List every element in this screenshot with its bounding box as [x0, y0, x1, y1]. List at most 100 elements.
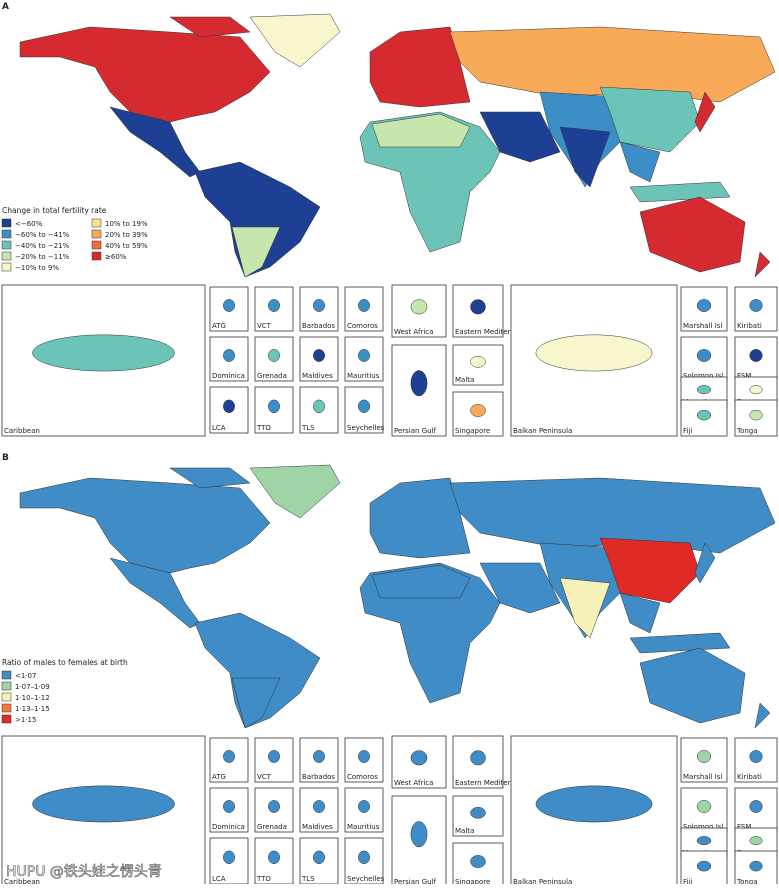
inset: West Africa: [391, 284, 447, 338]
inset-label: TLS: [301, 875, 315, 883]
inset-box: [344, 336, 384, 382]
inset-label: TTO: [256, 875, 271, 883]
legend-swatch: [1, 703, 12, 713]
inset: ATG: [209, 737, 249, 783]
japan: [694, 91, 716, 133]
inset-label: Maldives: [302, 823, 333, 831]
panel-label: B: [2, 453, 9, 463]
inset-land: [696, 800, 712, 813]
inset: Seychelles: [344, 386, 385, 434]
inset-land: [358, 750, 370, 763]
inset: Caribbean: [1, 735, 206, 888]
inset-land: [223, 850, 235, 865]
inset: Solomon Isl: [680, 787, 728, 833]
inset-label: Balkan Peninsula: [513, 427, 572, 435]
inset-land: [410, 299, 428, 315]
europe: [369, 477, 471, 559]
inset-land: [749, 750, 763, 763]
inset: Caribbean: [1, 284, 206, 437]
inset-label: Seychelles: [347, 424, 385, 432]
inset: VCT: [254, 737, 294, 783]
inset: ATG: [209, 286, 249, 332]
inset-label: Tonga: [736, 427, 758, 435]
inset-land: [223, 800, 235, 813]
inset-land: [749, 385, 763, 395]
north-africa: [371, 113, 471, 148]
inset-land: [358, 399, 370, 414]
inset: LCA: [209, 386, 249, 434]
inset-label: Eastern Mediterranean: [455, 779, 535, 787]
inset-land: [696, 299, 712, 312]
inset-land: [223, 299, 235, 312]
inset-label: ATG: [212, 322, 226, 330]
legend-swatch: [1, 251, 12, 261]
inset-label: Eastern Mediterranean: [455, 328, 535, 336]
inset: TLS: [299, 837, 339, 885]
middle-east: [479, 562, 561, 614]
south-asia: [559, 577, 611, 639]
inset-label: FSM: [737, 823, 751, 831]
southern-cone: [231, 677, 281, 729]
inset: TLS: [299, 386, 339, 434]
inset-label: Grenada: [257, 372, 287, 380]
inset-land: [32, 785, 175, 823]
south-asia: [559, 126, 611, 188]
inset-label: Kiribati: [737, 322, 762, 330]
inset-land: [223, 399, 235, 414]
inset: Marshall Isl: [680, 737, 728, 783]
inset: Malta: [452, 795, 504, 837]
inset-land: [535, 785, 653, 823]
inset: Tonga: [734, 850, 778, 888]
legend-swatch: [1, 670, 12, 680]
inset-land: [470, 355, 486, 368]
inset-land: [696, 385, 712, 395]
inset-label: West Africa: [394, 328, 433, 336]
inset-land: [268, 299, 280, 312]
inset: Marshall Isl: [680, 286, 728, 332]
legend-swatch: [91, 240, 102, 250]
inset-land: [410, 750, 428, 766]
inset-land: [749, 349, 763, 362]
inset-label: Balkan Peninsula: [513, 878, 572, 884]
inset-label: LCA: [212, 424, 226, 432]
inset-label: Comoros: [347, 773, 378, 781]
inset: Dominica: [209, 336, 249, 382]
inset-label: Dominica: [212, 372, 245, 380]
inset-label: Barbados: [302, 322, 335, 330]
inset-land: [696, 860, 712, 872]
inset-label: Solomon Isl: [683, 372, 723, 380]
southeast-asia: [619, 141, 661, 183]
inset: Solomon Isl: [680, 336, 728, 382]
inset-label: Seychelles: [347, 875, 385, 883]
inset-label: Mauritius: [347, 372, 380, 380]
arctic-islands: [169, 467, 251, 489]
north-africa: [371, 564, 471, 599]
indonesia: [629, 632, 731, 654]
inset-land: [696, 409, 712, 421]
inset: Balkan Peninsula: [510, 735, 678, 888]
legend-label: 20% to 39%: [105, 231, 148, 239]
inset-box: [299, 737, 339, 783]
greenland: [249, 464, 341, 519]
south-america: [194, 161, 321, 278]
inset-land: [749, 836, 763, 846]
inset-label: FSM: [737, 372, 751, 380]
inset-land: [470, 299, 486, 315]
inset: Mauritius: [344, 787, 384, 833]
legend-label: >1·15: [15, 716, 36, 724]
inset-land: [358, 800, 370, 813]
inset-label: Grenada: [257, 823, 287, 831]
inset: LCA: [209, 837, 249, 885]
inset-land: [313, 299, 325, 312]
legend-swatch: [1, 692, 12, 702]
inset-label: Kiribati: [737, 773, 762, 781]
inset: West Africa: [391, 735, 447, 789]
inset-land: [32, 334, 175, 372]
southeast-asia: [619, 592, 661, 634]
legend-swatch: [1, 229, 12, 239]
legend-label: −10% to 9%: [15, 264, 59, 272]
inset: Eastern Mediterranean: [452, 284, 535, 338]
inset-label: Comoros: [347, 322, 378, 330]
inset-label: ATG: [212, 773, 226, 781]
inset-land: [268, 399, 280, 414]
